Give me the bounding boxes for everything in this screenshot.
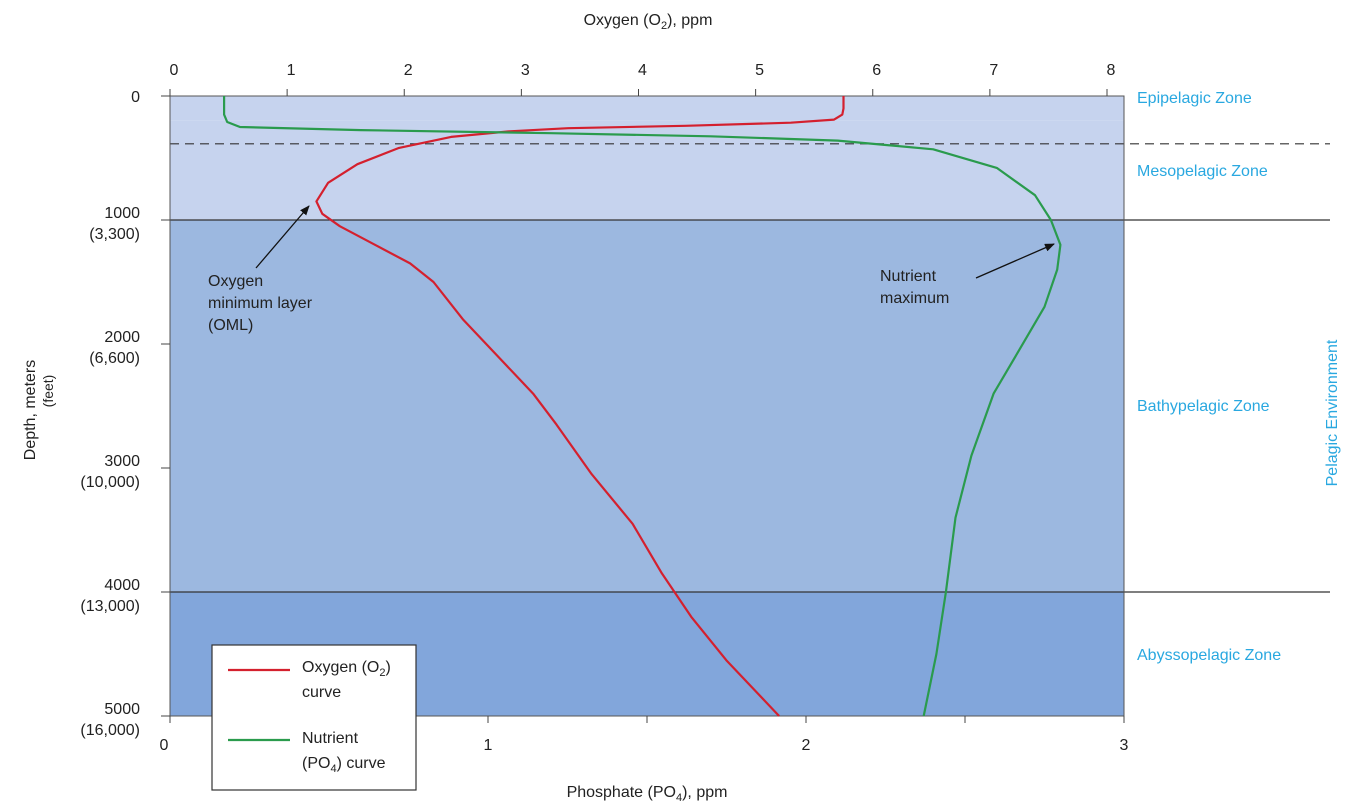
bottom-axis-tick-label: 1 [484,737,493,754]
y-axis-tick-sublabel: (13,000) [80,598,140,615]
nutrient-max-arrow [975,243,1055,279]
zone-boundaries [170,143,1330,593]
zone-band-epipelagic-zone [170,96,1124,121]
zone-label: Mesopelagic Zone [1137,163,1268,180]
y-axis-tick-label: 4000 [104,577,140,594]
y-axis-tick-sublabel: (10,000) [80,474,140,491]
zone-label: Bathypelagic Zone [1137,398,1270,415]
top-axis-tick-label: 1 [287,62,296,79]
nutrient-max-annotation-line: maximum [880,290,949,307]
oxygen-curve [315,96,845,717]
nutrient-max-annotation-line: Nutrient [880,268,937,285]
y-axis-title: Depth, meters [22,360,39,460]
top-axis-tick-label: 6 [872,62,881,79]
y-axis-tick-label: 1000 [104,205,140,222]
oml-arrow [255,205,310,269]
bottom-axis-tick-label: 2 [802,737,811,754]
top-axis-tick-label: 3 [521,62,530,79]
y-axis-tick-label: 2000 [104,329,140,346]
top-axis-tick-label: 2 [404,62,413,79]
data-curves [223,96,1062,717]
zone-bands [170,96,1124,716]
top-axis-tick-label: 0 [170,62,179,79]
y-axis-tick-sublabel: (3,300) [89,226,140,243]
zone-label: Abyssopelagic Zone [1137,647,1281,664]
bottom-axis-title: Phosphate (PO4), ppm [567,784,728,804]
environment-label: Pelagic Environment [1324,339,1341,486]
nutrient-curve [223,96,1062,717]
zone-band-mesopelagic-zone [170,120,1124,220]
bottom-axis-tick-label: 3 [1120,737,1129,754]
y-axis-tick-sublabel: (16,000) [80,722,140,739]
oml-annotation-line: Oxygen [208,273,263,290]
y-axis-tick-label: 3000 [104,453,140,470]
legend-nutrient-label-line2: (PO4) curve [302,755,386,775]
y-axis-tick-label: 5000 [104,701,140,718]
legend: Oxygen (O2) curve Nutrient (PO4) curve [211,644,417,791]
zone-label: Epipelagic Zone [1137,90,1252,107]
axis-ticks: 0 1 2 3 4 5 6 7 8 0 1 2 3 0 1000 (3,300) 2000 (6,600) 3000… [80,62,1128,754]
zone-band-bathypelagic-zone [170,220,1124,592]
annotations: Oxygen minimum layer (OML) Nutrient maximum [208,205,1055,334]
bottom-axis-tick-label: 0 [160,737,169,754]
top-axis-tick-label: 7 [989,62,998,79]
y-axis-tick-label: 0 [131,89,140,106]
y-axis-subtitle: (feet) [40,375,56,408]
legend-oxygen-label-line2: curve [302,684,341,701]
axis-labels: Epipelagic Zone Mesopelagic Zone Bathypela… [22,12,1341,804]
oml-annotation-line: minimum layer [208,295,313,312]
y-axis-tick-sublabel: (6,600) [89,350,140,367]
legend-nutrient-label: Nutrient [302,730,359,747]
top-axis-tick-label: 8 [1107,62,1116,79]
legend-oxygen-label: Oxygen (O2) [302,659,391,679]
top-axis-tick-label: 4 [638,62,647,79]
top-axis-tick-label: 5 [755,62,764,79]
oml-annotation-line: (OML) [208,317,253,334]
top-axis-title: Oxygen (O2), ppm [584,12,713,32]
